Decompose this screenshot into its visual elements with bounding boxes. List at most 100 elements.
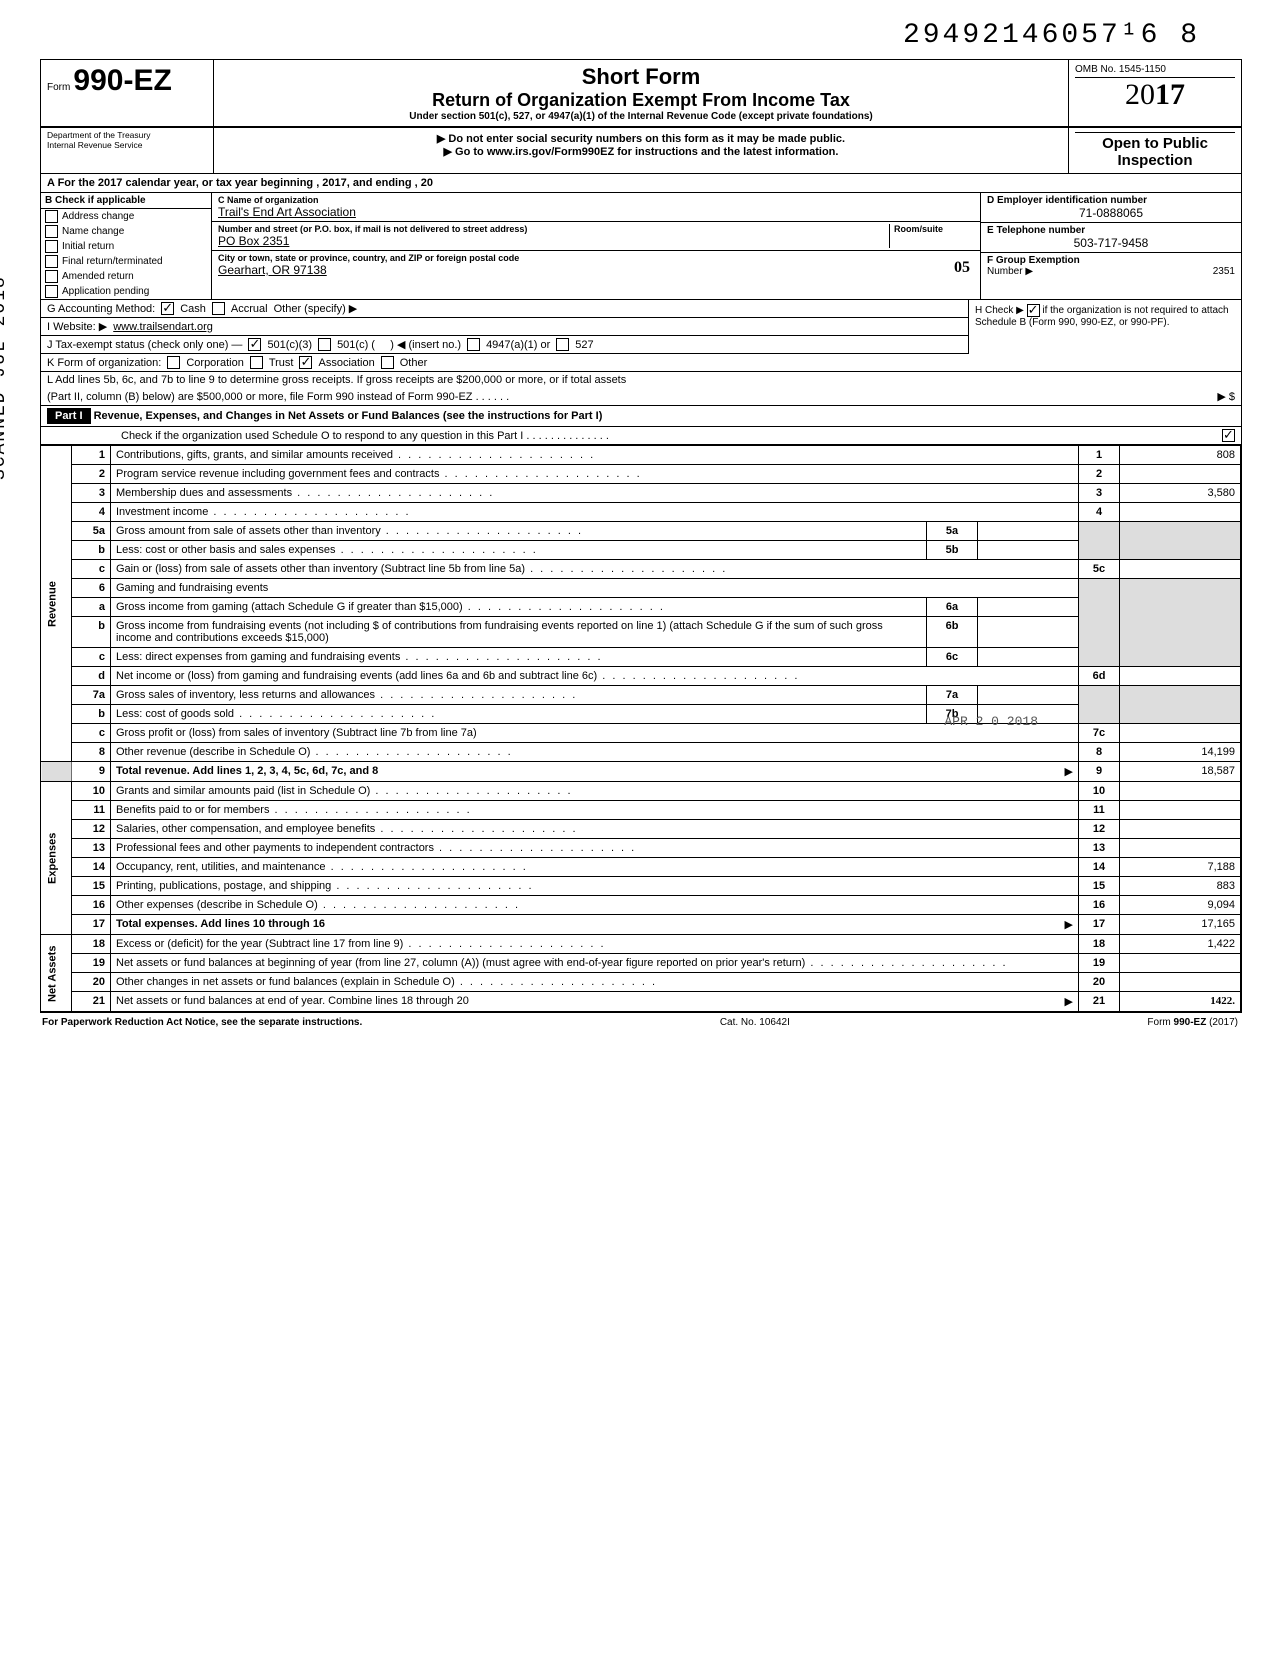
ln13-box: 13 — [1079, 839, 1120, 858]
ln6a-midamt — [978, 598, 1079, 617]
ln6-num: 6 — [72, 579, 111, 598]
ln11-num: 11 — [72, 801, 111, 820]
chk-4947[interactable] — [467, 338, 480, 351]
part-i-title: Revenue, Expenses, and Changes in Net As… — [94, 410, 603, 422]
ln5c-box: 5c — [1079, 560, 1120, 579]
ln9-desc: Total revenue. Add lines 1, 2, 3, 4, 5c,… — [116, 765, 378, 777]
chk-501c3[interactable] — [248, 338, 261, 351]
col-b-header: B Check if applicable — [41, 193, 211, 209]
ln13-desc: Professional fees and other payments to … — [116, 842, 636, 854]
ln11-box: 11 — [1079, 801, 1120, 820]
ln7c-amt — [1120, 724, 1241, 743]
ln13-num: 13 — [72, 839, 111, 858]
line-l2: (Part II, column (B) below) are $500,000… — [47, 391, 509, 403]
ln3-amt: 3,580 — [1120, 484, 1241, 503]
ln5b-num: b — [72, 541, 111, 560]
chk-name-change[interactable] — [45, 225, 58, 238]
ln13-amt — [1120, 839, 1241, 858]
ln6c-midamt — [978, 648, 1079, 667]
lbl-application-pending: Application pending — [62, 286, 149, 297]
ln6a-mid: 6a — [927, 598, 978, 617]
ln7a-mid: 7a — [927, 686, 978, 705]
ln7a-midamt — [978, 686, 1079, 705]
ln3-num: 3 — [72, 484, 111, 503]
footer-mid: Cat. No. 10642I — [720, 1017, 790, 1028]
lbl-initial-return: Initial return — [62, 241, 114, 252]
ln7a-num: 7a — [72, 686, 111, 705]
ln17-amt: 17,165 — [1120, 915, 1241, 935]
ln21-box: 21 — [1079, 992, 1120, 1012]
chk-line-h[interactable] — [1027, 304, 1040, 317]
room-label: Room/suite — [894, 224, 974, 234]
ln9-amt: 18,587 — [1120, 762, 1241, 782]
tax-year: 2017 — [1075, 78, 1235, 112]
chk-cash[interactable] — [161, 302, 174, 315]
ln16-amt: 9,094 — [1120, 896, 1241, 915]
ln6-desc: Gaming and fundraising events — [111, 579, 1079, 598]
ln7b-num: b — [72, 705, 111, 724]
ln21-arrow: ▶ — [1065, 995, 1073, 1008]
chk-final-return[interactable] — [45, 255, 58, 268]
ln6d-num: d — [72, 667, 111, 686]
telephone: 503-717-9458 — [987, 236, 1235, 250]
group-number-label: Number ▶ — [987, 266, 1033, 277]
ln2-box: 2 — [1079, 465, 1120, 484]
lines-table: Revenue 1 Contributions, gifts, grants, … — [41, 445, 1241, 1012]
ln4-num: 4 — [72, 503, 111, 522]
line-a: A For the 2017 calendar year, or tax yea… — [41, 174, 1241, 193]
ln6d-desc: Net income or (loss) from gaming and fun… — [116, 670, 799, 682]
ln1-num: 1 — [72, 446, 111, 465]
chk-other-org[interactable] — [381, 356, 394, 369]
line-k: K Form of organization: — [47, 357, 161, 369]
ln19-box: 19 — [1079, 954, 1120, 973]
chk-schedule-o[interactable] — [1222, 429, 1235, 442]
ln1-amt: 808 — [1120, 446, 1241, 465]
return-title: Return of Organization Exempt From Incom… — [220, 90, 1062, 111]
chk-527[interactable] — [556, 338, 569, 351]
ln3-desc: Membership dues and assessments — [116, 487, 494, 499]
ln14-num: 14 — [72, 858, 111, 877]
lbl-cash: Cash — [180, 303, 206, 315]
ln6c-desc: Less: direct expenses from gaming and fu… — [116, 651, 603, 663]
chk-initial-return[interactable] — [45, 240, 58, 253]
ln7c-num: c — [72, 724, 111, 743]
chk-amended[interactable] — [45, 270, 58, 283]
chk-application-pending[interactable] — [45, 285, 58, 298]
ln12-desc: Salaries, other compensation, and employ… — [116, 823, 578, 835]
ln7c-desc: Gross profit or (loss) from sales of inv… — [116, 727, 477, 739]
ln15-num: 15 — [72, 877, 111, 896]
ln12-amt — [1120, 820, 1241, 839]
form-990ez: Form 990-EZ Short Form Return of Organiz… — [40, 59, 1242, 1013]
chk-trust[interactable] — [250, 356, 263, 369]
ln6d-amt — [1120, 667, 1241, 686]
ln6a-desc: Gross income from gaming (attach Schedul… — [116, 601, 665, 613]
chk-501c[interactable] — [318, 338, 331, 351]
ln20-desc: Other changes in net assets or fund bala… — [116, 976, 657, 988]
ln5a-midamt — [978, 522, 1079, 541]
city: Gearhart, OR 97138 — [218, 263, 974, 277]
ln16-desc: Other expenses (describe in Schedule O) — [116, 899, 520, 911]
chk-association[interactable] — [299, 356, 312, 369]
open-to-public: Open to Public Inspection — [1075, 132, 1235, 169]
ln20-box: 20 — [1079, 973, 1120, 992]
handwritten-note: 05 — [954, 259, 970, 277]
ln2-num: 2 — [72, 465, 111, 484]
chk-accrual[interactable] — [212, 302, 225, 315]
footer-right: Form 990-EZ (2017) — [1147, 1017, 1238, 1028]
chk-address-change[interactable] — [45, 210, 58, 223]
ln19-desc: Net assets or fund balances at beginning… — [116, 957, 1008, 969]
year-prefix: 20 — [1125, 78, 1155, 111]
lbl-accrual: Accrual — [231, 303, 268, 315]
ln7b-mid: 7b — [927, 705, 978, 724]
line-g-label: G Accounting Method: — [47, 303, 155, 315]
ln8-box: 8 — [1079, 743, 1120, 762]
ln17-desc: Total expenses. Add lines 10 through 16 — [116, 918, 325, 930]
chk-corporation[interactable] — [167, 356, 180, 369]
address: PO Box 2351 — [218, 234, 889, 248]
ln5c-num: c — [72, 560, 111, 579]
ln11-desc: Benefits paid to or for members — [116, 804, 472, 816]
ln6c-mid: 6c — [927, 648, 978, 667]
org-name: Trail's End Art Association — [218, 205, 974, 219]
year-suffix: 17 — [1155, 78, 1185, 111]
ssn-warning: ▶ Do not enter social security numbers o… — [218, 132, 1064, 145]
